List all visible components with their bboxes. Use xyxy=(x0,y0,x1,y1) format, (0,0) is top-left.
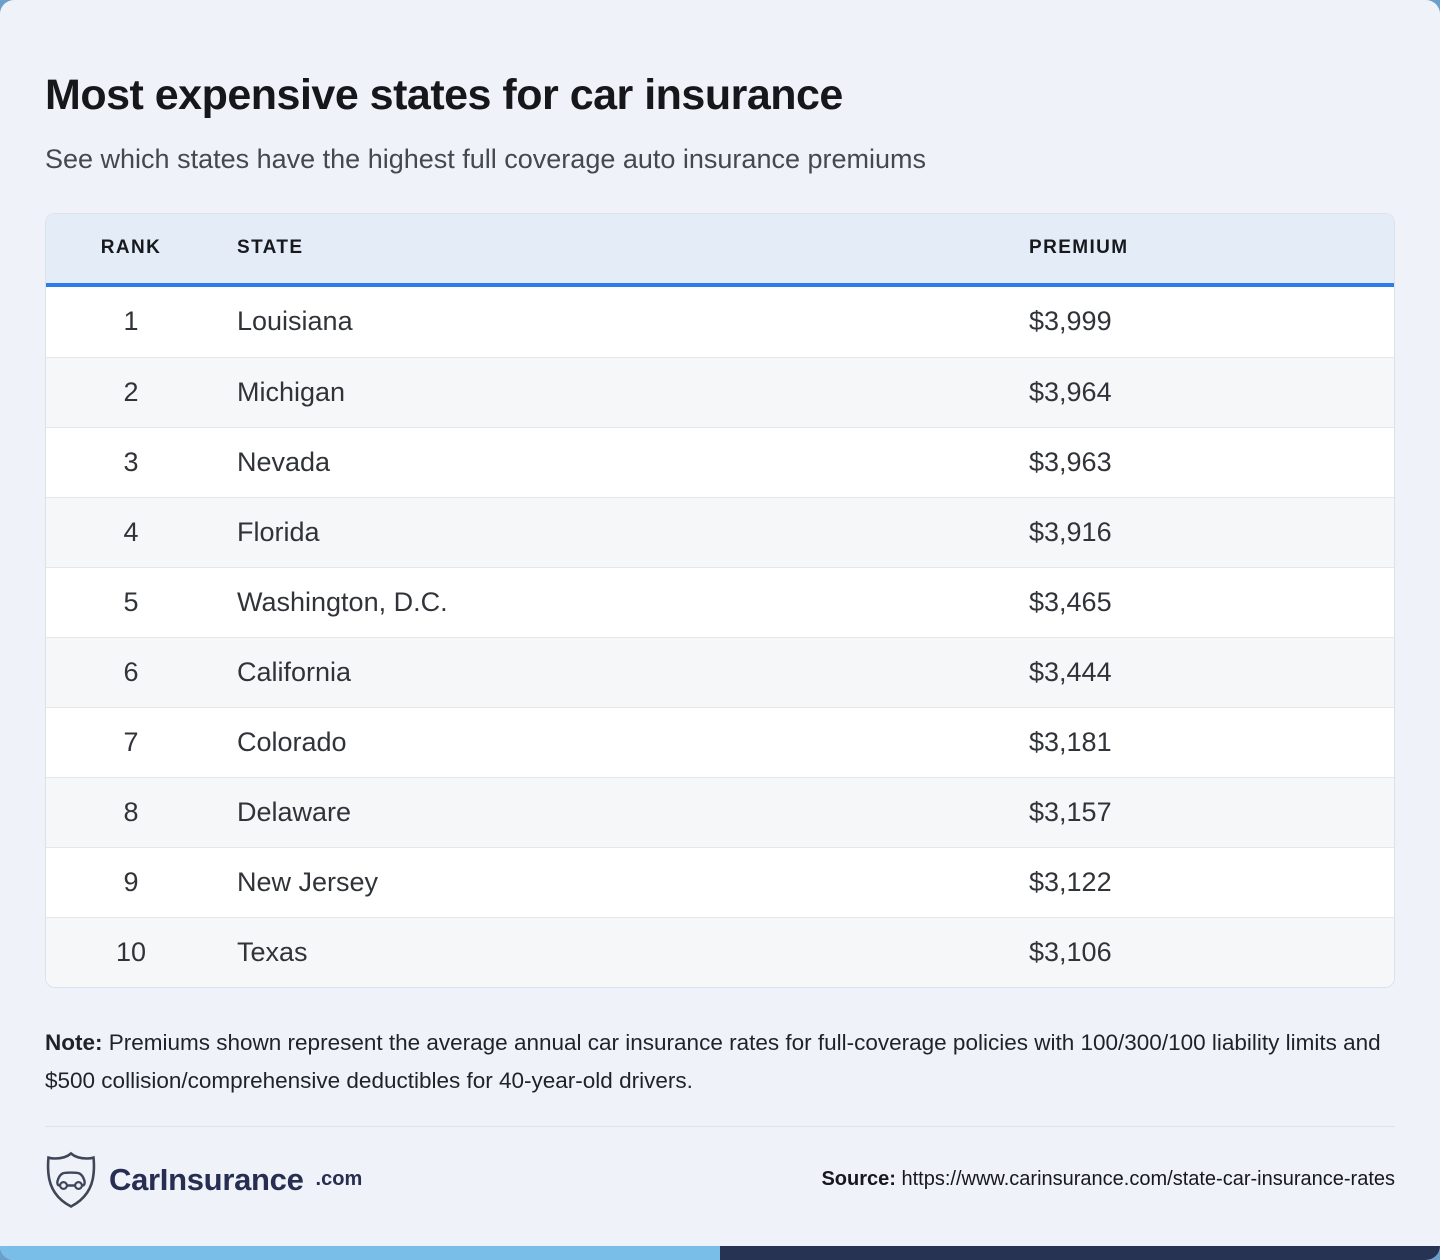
table-row: 2 Michigan $3,964 xyxy=(46,356,1394,427)
table-row: 7 Colorado $3,181 xyxy=(46,706,1394,777)
state-cell: Florida xyxy=(237,516,320,547)
premium-cell: $3,181 xyxy=(1029,726,1112,757)
state-cell: Texas xyxy=(237,936,308,967)
note-body: Premiums shown represent the average ann… xyxy=(45,1029,1381,1093)
table-row: 6 California $3,444 xyxy=(46,636,1394,707)
table-row: 8 Delaware $3,157 xyxy=(46,776,1394,847)
rank-cell: 4 xyxy=(123,516,139,547)
state-cell: Colorado xyxy=(237,726,347,757)
table-row: 4 Florida $3,916 xyxy=(46,496,1394,567)
bottom-bar-light-segment xyxy=(0,1246,720,1260)
rank-cell: 5 xyxy=(123,586,139,617)
column-header-state: STATE xyxy=(237,237,304,259)
premium-cell: $3,157 xyxy=(1029,796,1112,827)
shield-car-icon xyxy=(45,1151,97,1209)
table-row: 1 Louisiana $3,999 xyxy=(46,286,1394,357)
state-cell: Nevada xyxy=(237,446,331,477)
premium-cell: $3,444 xyxy=(1029,656,1112,687)
brand-suffix: .com xyxy=(315,1168,363,1191)
premium-cell: $3,106 xyxy=(1029,936,1112,967)
rank-cell: 10 xyxy=(115,936,147,967)
premium-table: RANK STATE PREMIUM 1 Louisiana $3,999 2 … xyxy=(45,212,1395,988)
rank-cell: 3 xyxy=(123,446,139,477)
rank-cell: 9 xyxy=(123,866,139,897)
source-label: Source: xyxy=(821,1168,896,1191)
brand-name: CarInsurance xyxy=(109,1161,304,1197)
bottom-bar-dark-segment xyxy=(720,1246,1440,1260)
rank-cell: 8 xyxy=(123,796,139,827)
column-header-rank: RANK xyxy=(100,237,162,259)
rank-cell: 6 xyxy=(123,656,139,687)
page-subtitle: See which states have the highest full c… xyxy=(45,143,926,174)
carinsurance-logo[interactable]: CarInsurance .com xyxy=(45,1151,362,1209)
note-text: Note: Premiums shown represent the avera… xyxy=(45,1024,1395,1100)
column-header-premium: PREMIUM xyxy=(1029,237,1129,259)
state-cell: Michigan xyxy=(237,376,346,407)
table-row: 3 Nevada $3,963 xyxy=(46,426,1394,497)
premium-cell: $3,963 xyxy=(1029,446,1112,477)
source-line: Source: https://www.carinsurance.com/sta… xyxy=(821,1168,1395,1191)
table-row: 5 Washington, D.C. $3,465 xyxy=(46,566,1394,637)
note-label: Note: xyxy=(45,1029,103,1055)
state-cell: Louisiana xyxy=(237,306,353,337)
premium-cell: $3,465 xyxy=(1029,586,1112,617)
state-cell: Washington, D.C. xyxy=(237,586,448,617)
footer: CarInsurance .com Source: https://www.car… xyxy=(45,1151,1395,1209)
footer-divider xyxy=(45,1125,1395,1127)
table-header-row: RANK STATE PREMIUM xyxy=(46,213,1394,287)
bottom-bar xyxy=(0,1246,1440,1260)
state-cell: California xyxy=(237,656,352,687)
table-row: 9 New Jersey $3,122 xyxy=(46,846,1394,917)
page-title: Most expensive states for car insurance xyxy=(45,71,843,119)
source-url[interactable]: https://www.carinsurance.com/state-car-i… xyxy=(895,1168,1395,1191)
premium-cell: $3,122 xyxy=(1029,866,1112,897)
premium-cell: $3,916 xyxy=(1029,516,1112,547)
content-area: Most expensive states for car insurance … xyxy=(45,71,1395,1209)
rank-cell: 2 xyxy=(123,376,139,407)
state-cell: Delaware xyxy=(237,796,352,827)
rank-cell: 7 xyxy=(123,726,139,757)
premium-cell: $3,999 xyxy=(1029,306,1112,337)
state-cell: New Jersey xyxy=(237,866,379,897)
rank-cell: 1 xyxy=(123,306,139,337)
premium-cell: $3,964 xyxy=(1029,376,1112,407)
table-body: 1 Louisiana $3,999 2 Michigan $3,964 3 N… xyxy=(46,286,1394,987)
table-row: 10 Texas $3,106 xyxy=(46,916,1394,987)
